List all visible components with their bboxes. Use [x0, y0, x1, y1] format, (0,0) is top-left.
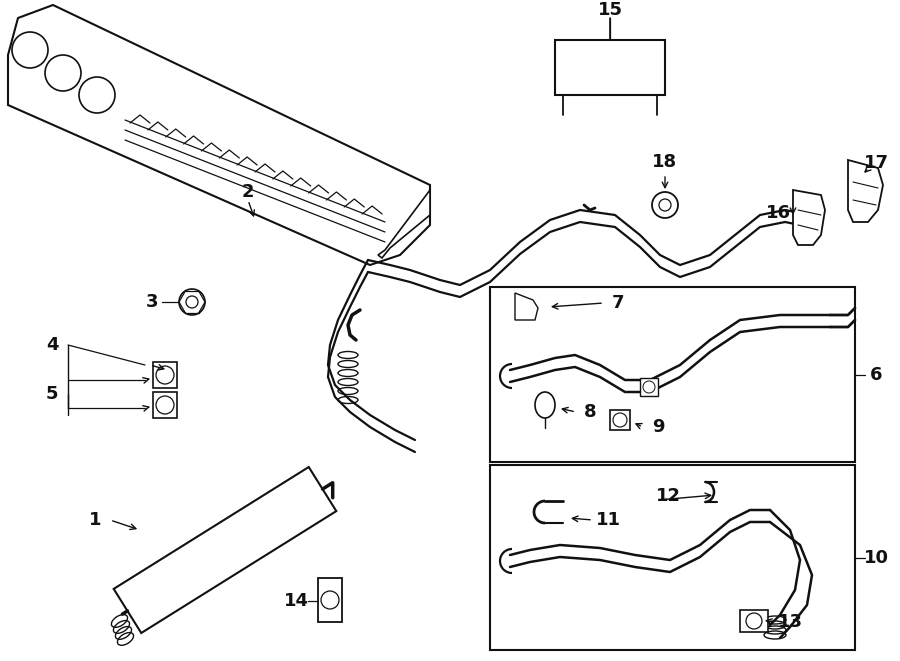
- Text: 2: 2: [242, 183, 254, 201]
- Polygon shape: [8, 5, 430, 265]
- Bar: [490, 465, 855, 650]
- Text: 18: 18: [652, 153, 678, 171]
- Text: 4: 4: [46, 336, 58, 354]
- Polygon shape: [378, 190, 430, 258]
- Bar: [153, 362, 177, 388]
- Text: 17: 17: [863, 154, 888, 172]
- Text: 6: 6: [869, 366, 882, 384]
- Text: 7: 7: [612, 294, 625, 312]
- Bar: [740, 610, 768, 632]
- Text: 5: 5: [46, 385, 58, 403]
- Text: 16: 16: [766, 204, 790, 222]
- Bar: [640, 378, 658, 396]
- Text: 3: 3: [146, 293, 158, 311]
- Bar: [153, 392, 177, 418]
- Circle shape: [652, 192, 678, 218]
- Polygon shape: [515, 293, 538, 320]
- Bar: [318, 578, 342, 622]
- Text: 14: 14: [284, 592, 309, 610]
- Text: 11: 11: [596, 511, 620, 529]
- Bar: [555, 40, 665, 95]
- Text: 15: 15: [598, 1, 623, 19]
- Text: 9: 9: [652, 418, 664, 436]
- Text: 1: 1: [89, 511, 101, 529]
- Text: 12: 12: [655, 487, 680, 505]
- Circle shape: [179, 289, 205, 315]
- Text: 8: 8: [584, 403, 597, 421]
- Text: 13: 13: [778, 613, 803, 631]
- Polygon shape: [848, 160, 883, 222]
- Polygon shape: [793, 190, 825, 245]
- Bar: [490, 287, 855, 462]
- Polygon shape: [113, 467, 337, 633]
- Bar: [610, 410, 630, 430]
- Text: 10: 10: [863, 549, 888, 567]
